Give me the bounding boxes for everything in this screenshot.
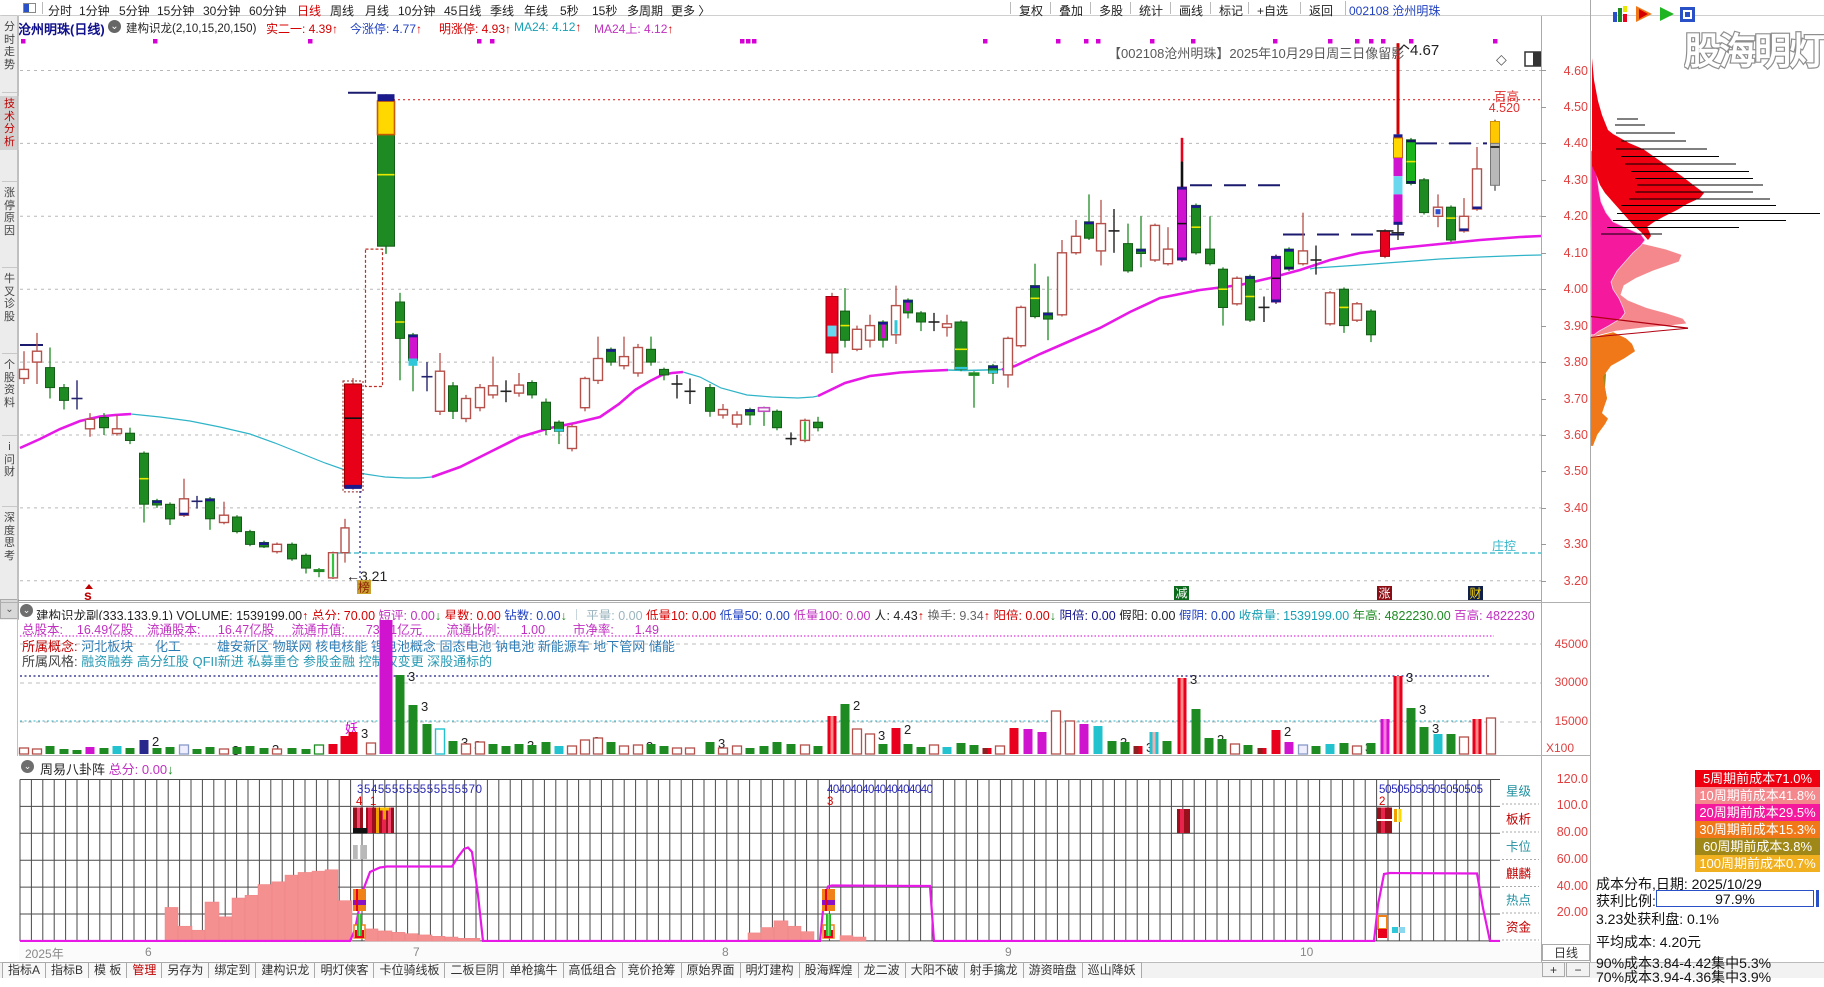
svg-text:←3.21: ←3.21 — [346, 568, 387, 584]
svg-text:4.67: 4.67 — [1410, 42, 1439, 59]
svg-text:50505050505050505: 50505050505050505 — [1379, 784, 1483, 796]
svg-text:星级: 星级 — [1506, 785, 1532, 799]
svg-text:热点: 热点 — [1506, 894, 1531, 908]
svg-text:百高: 百高 — [1494, 89, 1519, 104]
svg-text:4: 4 — [356, 796, 363, 808]
svg-text:3: 3 — [421, 699, 428, 714]
svg-text:4.520: 4.520 — [1489, 101, 1520, 115]
svg-text:3: 3 — [1419, 702, 1426, 717]
svg-text:股海明灯: 股海明灯 — [1684, 31, 1824, 72]
svg-text:404040404040404040: 404040404040404040 — [827, 784, 933, 796]
svg-text:2: 2 — [1284, 724, 1291, 739]
svg-text:◇: ◇ — [1496, 51, 1507, 67]
svg-text:3: 3 — [878, 728, 885, 743]
svg-text:板析: 板析 — [1506, 813, 1531, 827]
svg-text:麒麟: 麒麟 — [1506, 866, 1532, 881]
svg-text:s: s — [84, 587, 92, 603]
svg-text:1: 1 — [370, 796, 376, 808]
svg-text:354555555555555570: 354555555555555570 — [357, 784, 482, 796]
svg-text:庄控: 庄控 — [1492, 538, 1516, 553]
svg-text:2: 2 — [1379, 796, 1385, 808]
svg-text:涨: 涨 — [1378, 586, 1390, 601]
svg-text:2: 2 — [853, 698, 860, 713]
svg-text:3: 3 — [461, 735, 468, 750]
svg-text:3: 3 — [1406, 670, 1413, 685]
svg-text:2: 2 — [152, 734, 159, 749]
svg-text:减: 减 — [1175, 587, 1187, 601]
svg-text:榜: 榜 — [358, 580, 370, 595]
svg-text:2: 2 — [904, 722, 911, 737]
svg-text:【002108沧州明珠】2025年10月29日周三日像留影: 【002108沧州明珠】2025年10月29日周三日像留影 — [1108, 46, 1404, 61]
svg-text:3: 3 — [827, 796, 833, 808]
svg-text:财: 财 — [1469, 587, 1481, 601]
svg-text:3: 3 — [361, 726, 368, 741]
svg-text:卡位: 卡位 — [1506, 839, 1531, 854]
svg-text:3: 3 — [1432, 721, 1439, 736]
svg-text:3: 3 — [408, 669, 415, 684]
svg-text:资金: 资金 — [1506, 920, 1532, 935]
svg-text:3: 3 — [1190, 672, 1197, 687]
svg-text:3: 3 — [718, 736, 725, 751]
